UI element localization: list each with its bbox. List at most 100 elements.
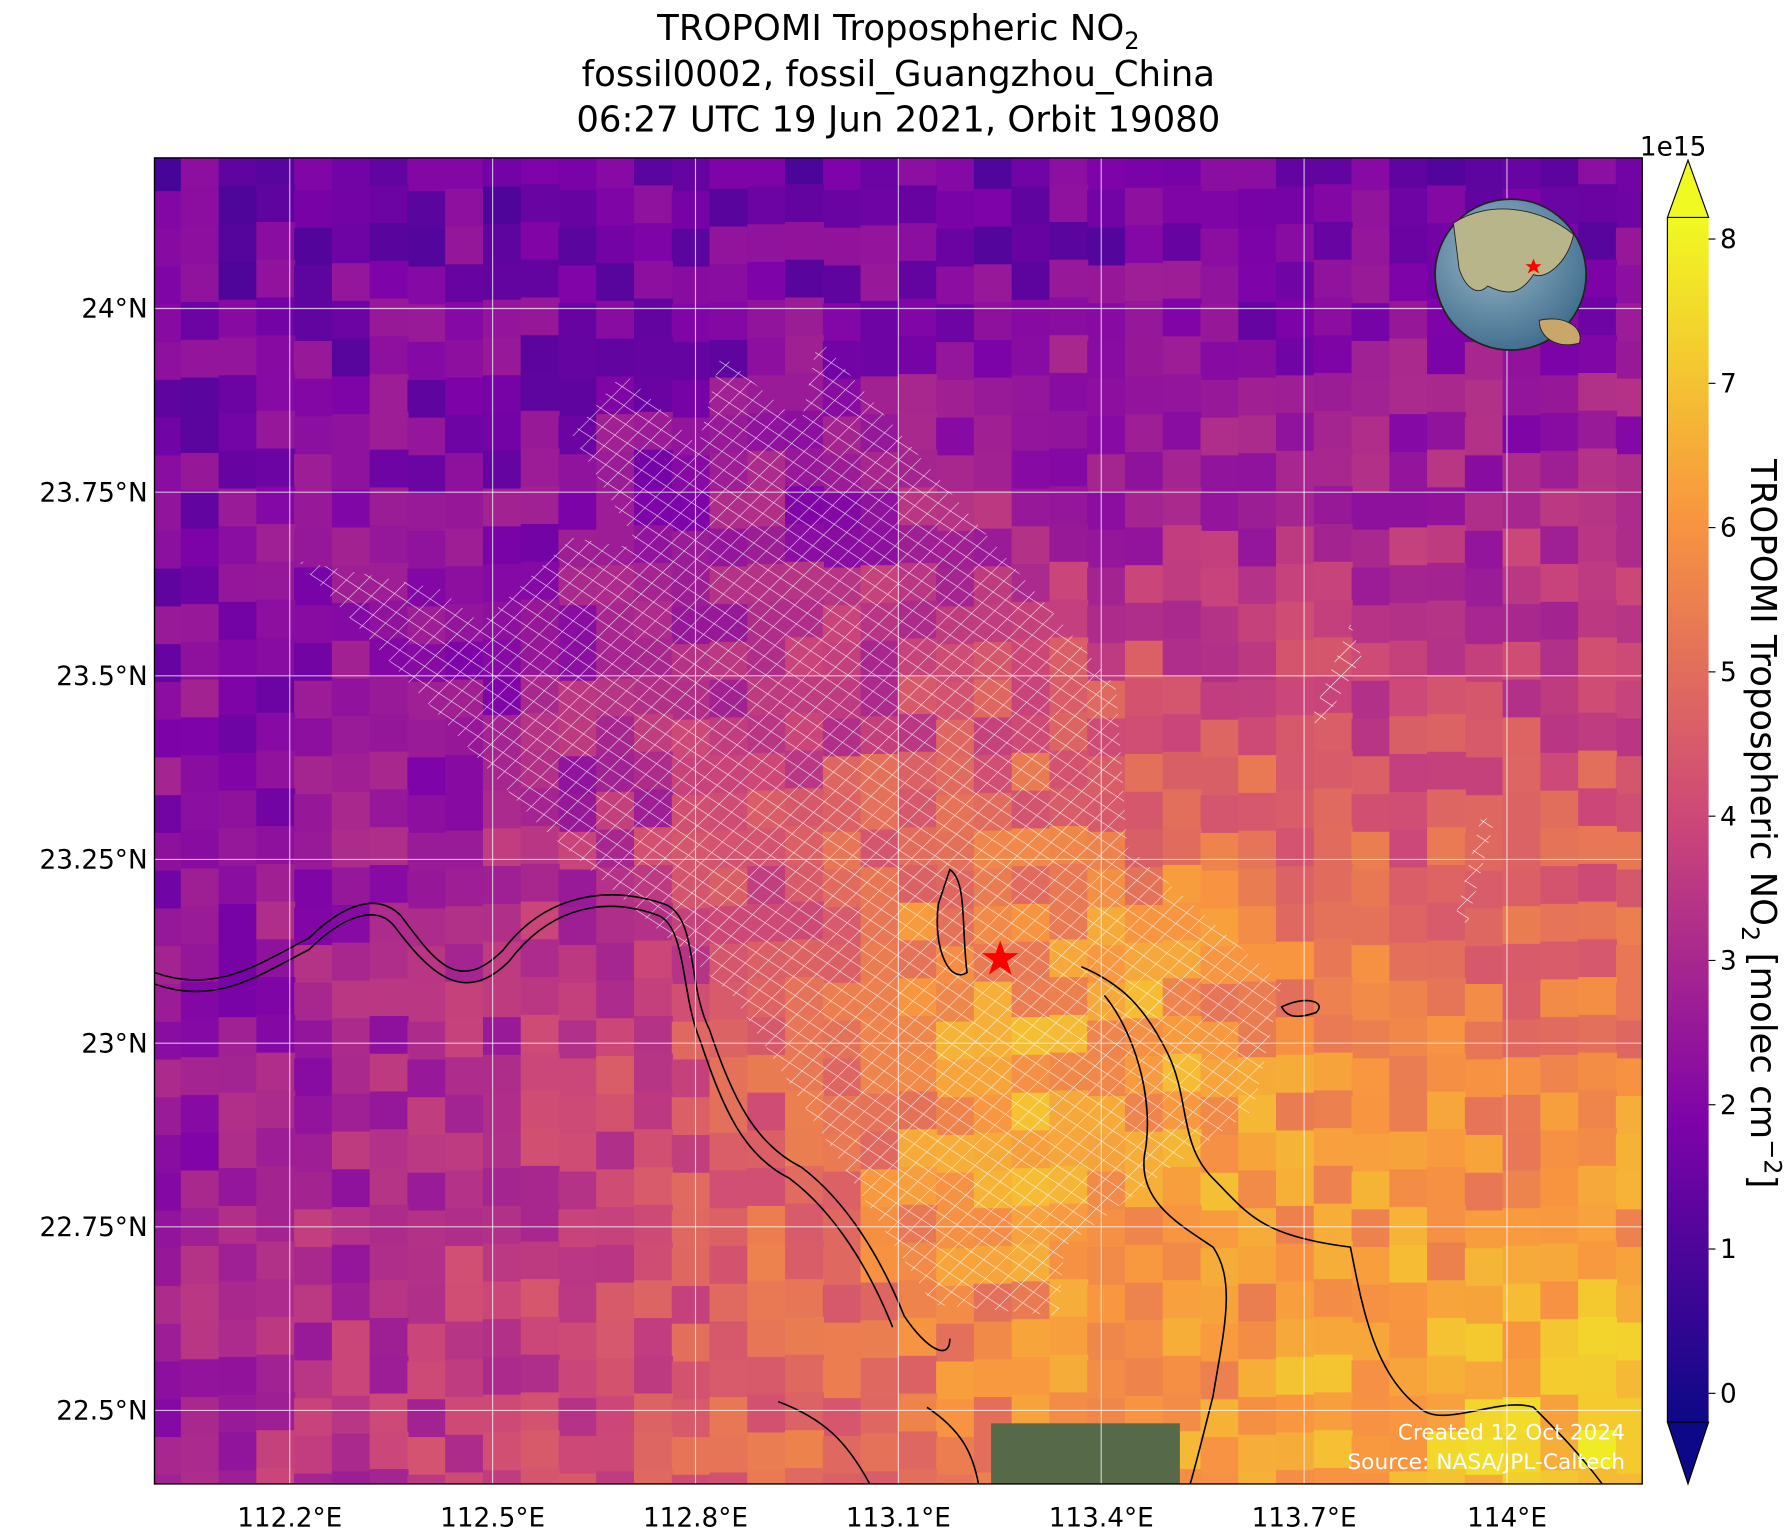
raster-cell <box>1351 680 1391 720</box>
raster-cell <box>973 264 1013 304</box>
raster-cell <box>1313 410 1353 450</box>
raster-cell <box>1464 1286 1504 1325</box>
raster-cell <box>596 263 636 303</box>
raster-cell <box>407 1210 447 1250</box>
raster-cell <box>558 340 598 380</box>
raster-cell <box>369 449 409 489</box>
raster-cell <box>634 298 673 338</box>
raster-cell <box>1276 262 1315 301</box>
raster-cell <box>1578 939 1618 979</box>
raster-cell <box>1578 863 1618 903</box>
raster-cell <box>445 490 485 530</box>
raster-cell <box>1502 755 1542 795</box>
raster-cell <box>482 1017 522 1057</box>
raster-cell <box>1200 417 1240 457</box>
raster-cell <box>1427 940 1466 980</box>
raster-cell <box>1087 416 1127 456</box>
raster-cell <box>1427 1053 1466 1093</box>
raster-cell <box>369 1091 409 1131</box>
raster-cell <box>1615 529 1643 569</box>
raster-cell <box>1276 715 1315 754</box>
raster-cell <box>445 1057 485 1097</box>
raster-cell <box>331 414 371 454</box>
raster-cell <box>482 1092 522 1132</box>
raster-cell <box>1087 491 1127 531</box>
raster-cell <box>369 374 409 414</box>
raster-cell <box>294 340 334 380</box>
raster-cell <box>785 1354 824 1394</box>
raster-cell <box>1238 641 1278 681</box>
raster-cell <box>822 227 862 267</box>
raster-cell <box>1200 342 1240 381</box>
raster-cell <box>1464 681 1504 721</box>
raster-cell <box>1578 712 1618 752</box>
raster-cell <box>1427 1431 1466 1471</box>
raster-cell <box>294 1020 334 1060</box>
raster-cell <box>1351 1058 1391 1098</box>
raster-cell <box>294 189 334 229</box>
raster-cell <box>671 379 711 419</box>
raster-cell <box>180 264 220 304</box>
raster-cell <box>1578 675 1618 714</box>
y-tick-label: 23.75°N <box>40 478 148 508</box>
raster-cell <box>331 980 371 1020</box>
raster-cell <box>1313 826 1353 865</box>
raster-cell <box>1124 527 1164 567</box>
raster-cell <box>256 561 296 601</box>
raster-cell <box>1087 1284 1127 1324</box>
raster-cell <box>1578 372 1618 412</box>
raster-cell <box>482 1054 522 1094</box>
raster-cell <box>1464 1097 1504 1137</box>
raster-cell <box>1200 1361 1240 1401</box>
raster-cell <box>445 943 485 983</box>
raster-cell <box>1162 827 1202 867</box>
raster-cell <box>671 1059 711 1099</box>
raster-cell <box>1502 1132 1542 1172</box>
raster-cell <box>596 1358 636 1397</box>
raster-cell <box>1049 157 1089 186</box>
raster-cell <box>1276 450 1315 490</box>
colorbar-tick-label: 7 <box>1720 369 1737 399</box>
raster-cell <box>180 868 220 908</box>
title-line: TROPOMI Tropospheric NO2 <box>656 8 1139 55</box>
raster-cell <box>294 756 334 796</box>
raster-cell <box>1313 1203 1353 1243</box>
raster-cell <box>1615 227 1643 267</box>
raster-cell <box>1351 907 1391 947</box>
raster-cell <box>256 1090 296 1130</box>
raster-cell <box>1313 221 1353 261</box>
raster-cell <box>1578 335 1618 375</box>
raster-cell <box>1389 1395 1429 1435</box>
raster-cell <box>1124 640 1164 680</box>
raster-cell <box>218 337 258 377</box>
raster-cell <box>936 266 976 306</box>
raster-cell <box>1427 449 1466 489</box>
raster-cell <box>634 1167 673 1206</box>
raster-cell <box>407 191 447 230</box>
raster-cell <box>1464 568 1504 608</box>
raster-cell <box>1502 1170 1542 1210</box>
raster-cell <box>1351 189 1391 229</box>
raster-cell <box>1049 561 1089 601</box>
raster-cell <box>1615 157 1643 192</box>
raster-cell <box>218 1470 258 1484</box>
title-line: fossil0002, fossil_Guangzhou_China <box>582 54 1215 95</box>
raster-cell <box>1162 1318 1202 1357</box>
plot-frame <box>153 157 1643 1485</box>
raster-cell <box>154 908 182 948</box>
raster-cell <box>1427 1167 1466 1206</box>
raster-cell <box>482 157 522 188</box>
raster-cell <box>596 300 636 340</box>
raster-cell <box>785 1467 824 1484</box>
raster-cell <box>634 1431 673 1471</box>
raster-cell <box>180 981 220 1021</box>
raster-cell <box>407 1059 447 1099</box>
raster-cell <box>1087 157 1127 192</box>
raster-cell <box>1540 903 1580 943</box>
raster-cell <box>822 1284 862 1324</box>
raster-cell <box>369 1204 409 1244</box>
raster-cell <box>331 300 371 340</box>
raster-cell <box>1238 226 1278 266</box>
raster-cell <box>180 1321 220 1361</box>
raster-cell <box>218 1432 258 1472</box>
